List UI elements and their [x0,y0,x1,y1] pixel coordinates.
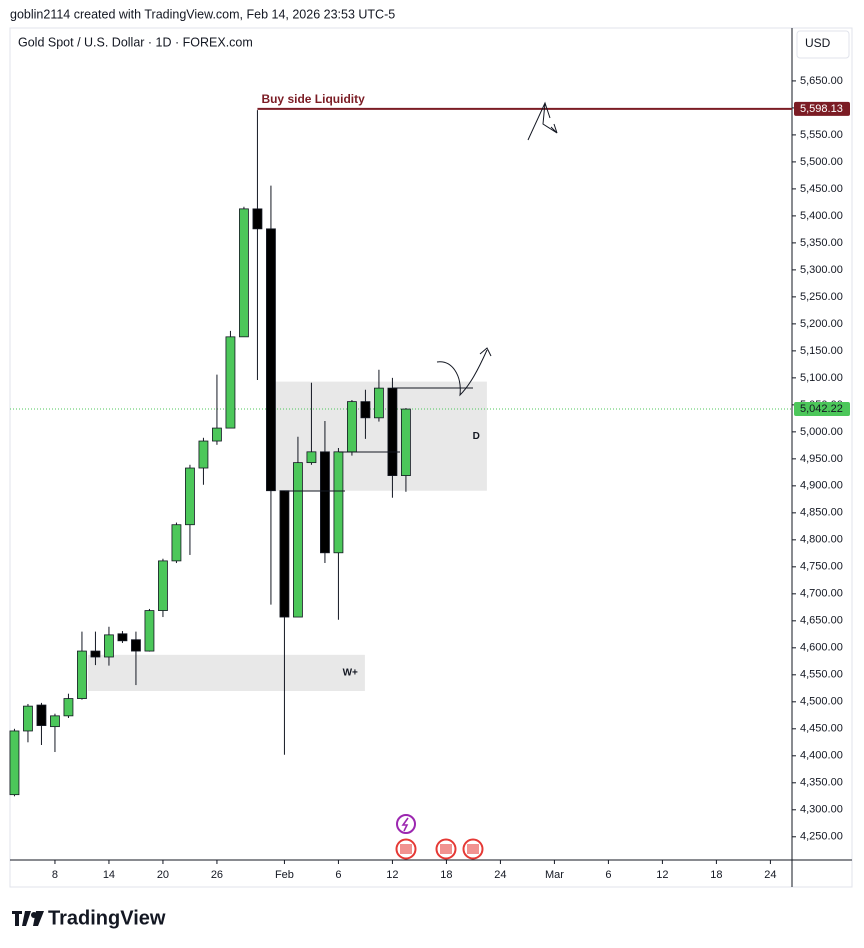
header-text: goblin2114 created with TradingView.com,… [10,7,395,21]
y-tick-label: 4,450.00 [800,723,843,735]
level-name: Buy side Liquidity [261,92,365,106]
y-tick-label: 5,650.00 [800,75,843,87]
candle-body [185,467,195,526]
y-tick-label: 4,300.00 [800,804,843,816]
y-tick-label: 5,550.00 [800,129,843,141]
y-tick-label: 4,850.00 [800,507,843,519]
candle-body [63,698,74,717]
candle-body [279,490,290,618]
candle-body [158,560,168,611]
x-tick-label: 6 [335,869,341,881]
candle-body [239,208,249,338]
x-tick-label: 18 [440,869,452,881]
event-icon-bolt [401,817,409,832]
candle-body [387,387,398,476]
candle-body [144,610,155,652]
x-tick-label: 14 [103,869,115,881]
candle-body [401,408,411,476]
arrow-drawing [436,347,492,397]
candle-body [347,401,357,453]
last-price-tag [794,402,850,417]
zone-label: D [473,431,480,442]
candle-body [9,730,20,796]
event-icon[interactable] [396,814,416,834]
last-price-label: 5,042.22 [800,403,843,415]
flag [467,844,479,854]
candle-body [306,451,317,464]
y-tick-label: 5,300.00 [800,264,843,276]
x-tick-label: Feb [275,869,294,881]
candle-body [212,427,222,442]
y-tick-label: 4,800.00 [800,534,843,546]
candle-body [77,650,87,699]
level-tag-label: 5,598.13 [800,103,843,115]
level-tag [794,101,850,116]
candle-body [198,440,209,469]
candle-body [360,401,371,419]
x-tick-label: 6 [605,869,611,881]
y-tick-label: 5,450.00 [800,183,843,195]
candle-body [225,336,236,429]
candle-body [320,451,330,554]
y-tick-label: 4,350.00 [800,777,843,789]
x-tick-label: Mar [545,869,564,881]
brand-logo [33,911,44,926]
y-tick-label: 5,200.00 [800,318,843,330]
y-tick-label: 4,500.00 [800,696,843,708]
y-tick-label: 5,400.00 [800,210,843,222]
y-tick-label: 4,400.00 [800,750,843,762]
candle-body [171,524,182,562]
arrow-drawing [527,101,558,141]
candle-body [50,715,60,728]
x-tick-label: 20 [157,869,169,881]
x-tick-label: 26 [211,869,223,881]
candle-body [36,704,47,726]
y-tick-label: 5,350.00 [800,237,843,249]
candle-body [23,705,33,732]
candle-body [252,208,263,230]
brand-name: TradingView [48,907,166,929]
brand-logo [12,911,31,926]
y-tick-label: 4,700.00 [800,588,843,600]
candle-body [90,650,101,658]
candle-body [266,228,276,492]
candle-body [333,451,344,554]
y-tick-label: 5,000.00 [800,426,843,438]
y-tick-label: 5,500.00 [800,156,843,168]
y-tick-label: 4,600.00 [800,642,843,654]
zone [87,654,365,692]
candle-body [104,634,114,658]
x-tick-label: 8 [52,869,58,881]
x-tick-label: 24 [494,869,506,881]
y-tick-label: 4,750.00 [800,561,843,573]
drawings: Gold Spot / U.S. Dollar · 1D · FOREX.com… [12,30,850,929]
currency-button[interactable] [796,30,850,59]
zone-label: W+ [343,668,358,679]
flag [440,844,452,854]
candle-body [374,387,384,419]
y-tick-label: 5,250.00 [800,291,843,303]
y-tick-label: 4,900.00 [800,480,843,492]
candle-body [293,462,303,618]
us-events [395,838,484,860]
candle-body [117,633,128,642]
x-tick-label: 12 [386,869,398,881]
y-tick-label: 4,550.00 [800,669,843,681]
currency: USD [805,36,831,50]
candle-body [131,639,141,652]
x-tick-label: 12 [656,869,668,881]
x-tick-label: 24 [764,869,776,881]
y-tick-label: 4,250.00 [800,831,843,843]
y-tick-label: 5,100.00 [800,372,843,384]
y-tick-label: 4,950.00 [800,453,843,465]
y-tick-label: 4,650.00 [800,615,843,627]
flag [400,844,412,854]
y-tick-label: 5,150.00 [800,345,843,357]
chart-title: Gold Spot / U.S. Dollar · 1D · FOREX.com [18,35,253,49]
x-tick-label: 18 [710,869,722,881]
